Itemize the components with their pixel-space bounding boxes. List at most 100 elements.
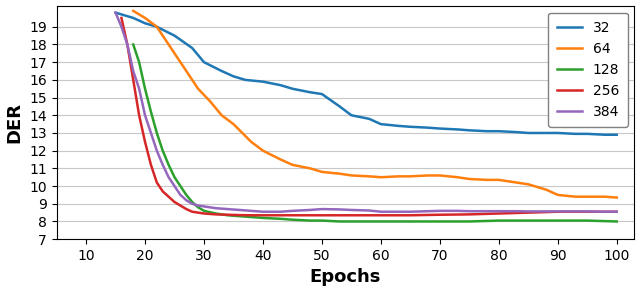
32 [406, 125, 414, 128]
384 [129, 69, 137, 73]
64 [572, 195, 579, 199]
256 [495, 212, 502, 215]
64 [277, 158, 285, 161]
384 [454, 209, 461, 213]
256 [406, 213, 414, 217]
32 [495, 129, 502, 133]
256 [318, 213, 326, 217]
384 [289, 209, 296, 213]
384 [153, 149, 161, 152]
256 [164, 195, 172, 199]
256 [129, 78, 137, 82]
64 [465, 177, 473, 181]
64 [348, 174, 355, 177]
32 [465, 128, 473, 132]
64 [195, 87, 202, 91]
256 [212, 213, 220, 216]
384 [601, 210, 609, 213]
64 [141, 16, 149, 20]
384 [171, 184, 179, 188]
64 [424, 174, 432, 177]
128 [318, 219, 326, 222]
384 [318, 207, 326, 211]
32 [348, 114, 355, 117]
64 [247, 140, 255, 144]
128 [195, 206, 202, 209]
384 [141, 114, 149, 117]
Line: 384: 384 [116, 13, 617, 212]
128 [224, 213, 232, 217]
64 [601, 195, 609, 199]
32 [436, 127, 444, 130]
32 [259, 80, 267, 84]
64 [206, 99, 214, 103]
128 [135, 60, 143, 64]
384 [465, 209, 473, 213]
128 [188, 200, 196, 204]
64 [377, 175, 385, 179]
128 [365, 220, 373, 223]
384 [348, 208, 355, 212]
32 [395, 124, 403, 128]
Line: 32: 32 [116, 13, 617, 135]
32 [277, 84, 285, 87]
256 [141, 140, 149, 144]
256 [554, 210, 562, 213]
32 [454, 128, 461, 131]
64 [483, 178, 491, 182]
128 [159, 149, 166, 152]
64 [259, 149, 267, 152]
384 [195, 204, 202, 207]
128 [307, 219, 314, 222]
32 [218, 69, 225, 73]
256 [377, 213, 385, 217]
64 [436, 174, 444, 177]
128 [129, 43, 137, 46]
32 [336, 105, 344, 108]
256 [153, 181, 161, 184]
128 [495, 219, 502, 222]
128 [336, 220, 344, 223]
64 [153, 25, 161, 29]
128 [436, 220, 444, 223]
256 [247, 213, 255, 217]
32 [542, 131, 550, 135]
256 [259, 213, 267, 217]
32 [307, 91, 314, 94]
384 [513, 209, 520, 213]
64 [513, 181, 520, 184]
384 [495, 209, 502, 213]
256 [159, 190, 166, 193]
32 [188, 46, 196, 50]
256 [524, 211, 532, 214]
128 [406, 220, 414, 223]
384 [247, 209, 255, 213]
128 [236, 214, 243, 218]
256 [188, 210, 196, 213]
384 [135, 87, 143, 91]
128 [277, 217, 285, 220]
256 [236, 213, 243, 217]
64 [454, 175, 461, 179]
256 [436, 213, 444, 216]
384 [177, 193, 184, 197]
64 [584, 195, 591, 199]
32 [365, 117, 373, 121]
256 [200, 212, 208, 215]
32 [318, 92, 326, 96]
32 [112, 11, 120, 14]
384 [436, 209, 444, 213]
64 [495, 178, 502, 182]
64 [406, 175, 414, 178]
64 [230, 122, 237, 126]
128 [212, 212, 220, 215]
32 [129, 16, 137, 20]
32 [424, 126, 432, 129]
384 [424, 209, 432, 213]
384 [524, 210, 532, 213]
384 [224, 207, 232, 211]
32 [524, 131, 532, 135]
256 [147, 163, 155, 167]
384 [159, 163, 166, 167]
256 [182, 207, 190, 211]
